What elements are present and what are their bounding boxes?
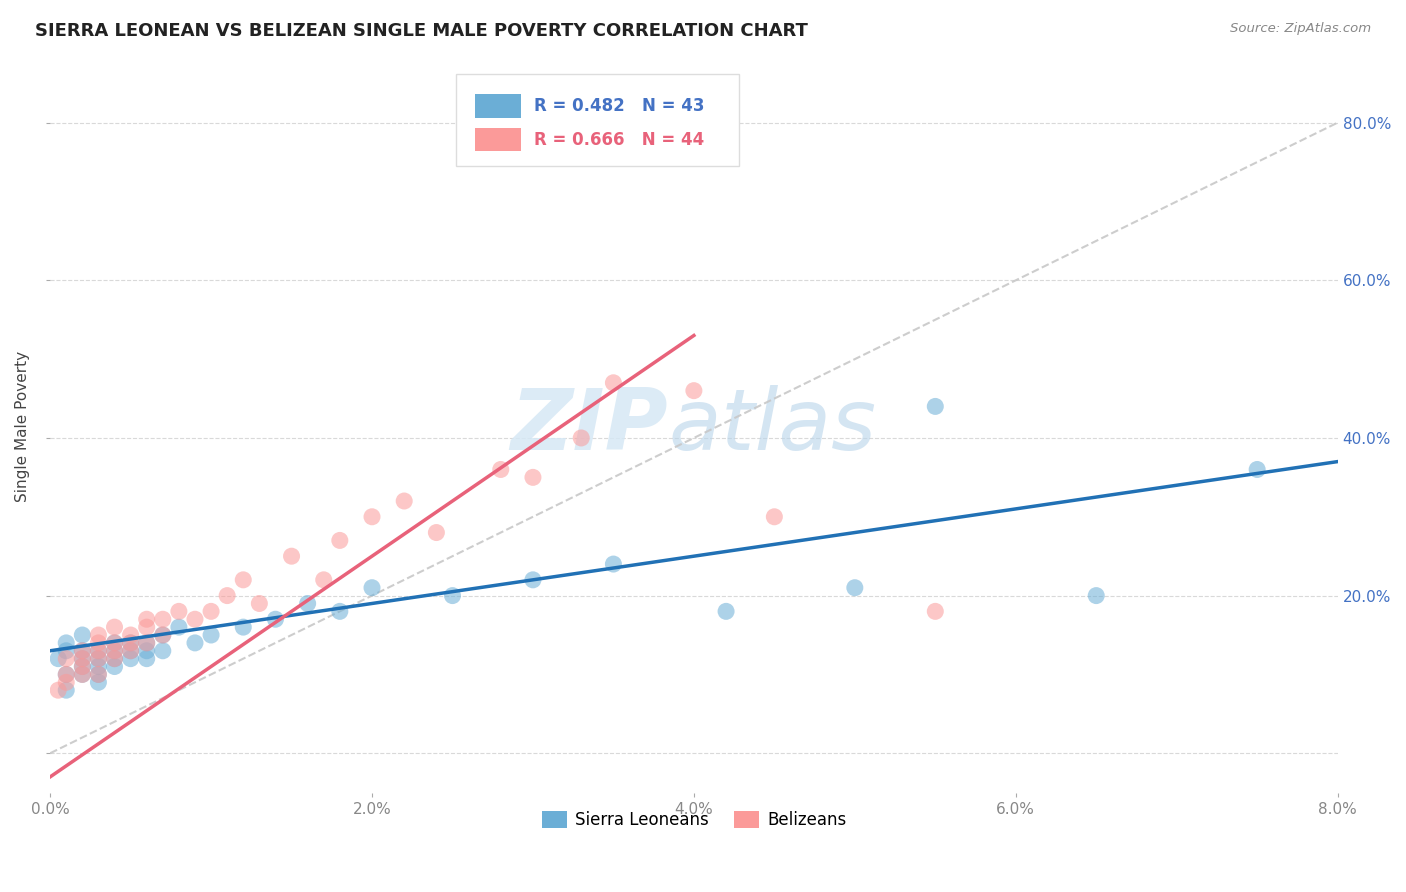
Point: [714, 604, 737, 618]
Point: [297, 597, 319, 611]
Point: [72, 667, 94, 681]
Point: [441, 589, 464, 603]
Point: [361, 509, 384, 524]
Point: [120, 636, 142, 650]
Text: ZIP: ZIP: [510, 384, 668, 467]
Point: [55, 651, 77, 665]
Point: [120, 651, 142, 665]
Point: [55, 683, 77, 698]
Point: [120, 628, 142, 642]
Point: [103, 651, 125, 665]
Point: [683, 384, 706, 398]
Point: [763, 509, 786, 524]
Legend: Sierra Leoneans, Belizeans: Sierra Leoneans, Belizeans: [534, 804, 853, 836]
Point: [167, 620, 190, 634]
Point: [135, 612, 157, 626]
Point: [135, 636, 157, 650]
Point: [329, 533, 352, 548]
Point: [602, 376, 624, 390]
Point: [72, 651, 94, 665]
Y-axis label: Single Male Poverty: Single Male Poverty: [15, 351, 30, 501]
Point: [72, 644, 94, 658]
Point: [1085, 589, 1108, 603]
Point: [184, 612, 207, 626]
Point: [87, 659, 110, 673]
Point: [152, 644, 174, 658]
Point: [120, 644, 142, 658]
Point: [72, 667, 94, 681]
Point: [522, 470, 544, 484]
Point: [602, 557, 624, 571]
FancyBboxPatch shape: [456, 74, 740, 166]
Point: [87, 651, 110, 665]
FancyBboxPatch shape: [475, 128, 522, 152]
Point: [87, 644, 110, 658]
Point: [72, 659, 94, 673]
Point: [87, 675, 110, 690]
Point: [120, 636, 142, 650]
Point: [55, 636, 77, 650]
Point: [361, 581, 384, 595]
Point: [924, 604, 946, 618]
Point: [103, 659, 125, 673]
Point: [264, 612, 287, 626]
Point: [103, 636, 125, 650]
Point: [87, 667, 110, 681]
Point: [232, 573, 254, 587]
Text: Source: ZipAtlas.com: Source: ZipAtlas.com: [1230, 22, 1371, 36]
Point: [1246, 462, 1268, 476]
Point: [55, 644, 77, 658]
FancyBboxPatch shape: [475, 94, 522, 118]
Point: [135, 651, 157, 665]
Point: [247, 597, 270, 611]
Point: [135, 636, 157, 650]
Point: [72, 651, 94, 665]
Text: atlas: atlas: [668, 384, 876, 467]
Text: R = 0.482   N = 43: R = 0.482 N = 43: [534, 97, 704, 115]
Point: [569, 431, 592, 445]
Point: [152, 612, 174, 626]
Point: [87, 651, 110, 665]
Point: [152, 628, 174, 642]
Point: [152, 628, 174, 642]
Point: [87, 667, 110, 681]
Point: [72, 659, 94, 673]
Point: [72, 628, 94, 642]
Point: [329, 604, 352, 618]
Point: [844, 581, 866, 595]
Point: [200, 628, 222, 642]
Point: [217, 589, 239, 603]
Point: [312, 573, 335, 587]
Point: [135, 644, 157, 658]
Point: [55, 667, 77, 681]
Point: [46, 683, 69, 698]
Point: [120, 644, 142, 658]
Point: [55, 667, 77, 681]
Point: [87, 636, 110, 650]
Point: [924, 400, 946, 414]
Text: R = 0.666   N = 44: R = 0.666 N = 44: [534, 130, 704, 148]
Point: [425, 525, 447, 540]
Point: [184, 636, 207, 650]
Point: [522, 573, 544, 587]
Point: [103, 620, 125, 634]
Point: [87, 628, 110, 642]
Point: [103, 636, 125, 650]
Point: [135, 620, 157, 634]
Point: [87, 644, 110, 658]
Point: [280, 549, 302, 564]
Text: SIERRA LEONEAN VS BELIZEAN SINGLE MALE POVERTY CORRELATION CHART: SIERRA LEONEAN VS BELIZEAN SINGLE MALE P…: [35, 22, 808, 40]
Point: [489, 462, 512, 476]
Point: [55, 675, 77, 690]
Point: [72, 644, 94, 658]
Point: [167, 604, 190, 618]
Point: [103, 651, 125, 665]
Point: [200, 604, 222, 618]
Point: [103, 644, 125, 658]
Point: [392, 494, 415, 508]
Point: [232, 620, 254, 634]
Point: [46, 651, 69, 665]
Point: [103, 644, 125, 658]
